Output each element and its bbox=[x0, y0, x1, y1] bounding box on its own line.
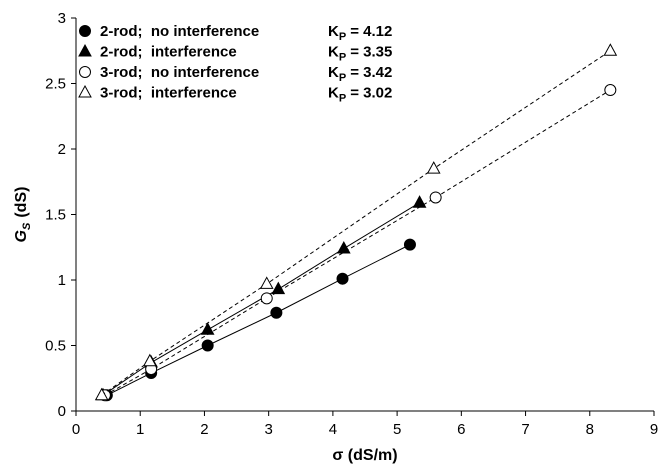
y-tick-label: 1 bbox=[58, 272, 66, 289]
fit-line bbox=[102, 202, 420, 396]
marker bbox=[604, 84, 617, 97]
marker bbox=[336, 241, 351, 254]
legend-label: 3-rod; interference bbox=[100, 85, 237, 102]
x-tick-label: 0 bbox=[72, 421, 80, 438]
x-tick-label: 5 bbox=[393, 421, 401, 438]
marker bbox=[94, 387, 109, 401]
legend-label: 2-rod; no interference bbox=[100, 23, 259, 40]
series bbox=[100, 238, 416, 402]
marker bbox=[426, 161, 441, 174]
series bbox=[98, 84, 617, 402]
kp-sub: P bbox=[339, 93, 346, 105]
kp-label: KP = 4.12 bbox=[328, 23, 392, 43]
kp-label: KP = 3.42 bbox=[328, 64, 392, 84]
marker bbox=[429, 191, 442, 204]
legend-label: 3-rod; no interference bbox=[100, 64, 259, 81]
fit-line bbox=[106, 244, 411, 396]
marker bbox=[200, 322, 215, 335]
marker bbox=[270, 306, 283, 319]
marker bbox=[201, 339, 214, 352]
legend-marker bbox=[78, 43, 92, 57]
y-tick-label: 0 bbox=[58, 403, 66, 420]
marker bbox=[259, 276, 274, 289]
x-tick-label: 9 bbox=[650, 421, 658, 438]
fit-line bbox=[101, 50, 611, 396]
marker bbox=[271, 281, 286, 295]
kp-sub: P bbox=[339, 72, 346, 84]
legend-marker bbox=[79, 66, 91, 78]
y-tick-label: 2 bbox=[58, 141, 66, 158]
kp-base: K bbox=[328, 64, 339, 81]
fit-line bbox=[104, 89, 611, 396]
series bbox=[94, 43, 618, 401]
x-tick-label: 3 bbox=[264, 421, 272, 438]
y-label-base: G bbox=[13, 230, 30, 242]
y-label-sub: S bbox=[21, 222, 33, 230]
marker bbox=[412, 195, 427, 208]
legend-marker bbox=[78, 84, 92, 98]
kp-sub: P bbox=[339, 52, 346, 64]
kp-base: K bbox=[328, 44, 339, 61]
kp-text: = 4.12 bbox=[350, 23, 392, 40]
kp-text: = 3.42 bbox=[350, 64, 392, 81]
x-tick-label: 1 bbox=[136, 421, 144, 438]
marker bbox=[260, 292, 273, 305]
kp-label: KP = 3.02 bbox=[328, 85, 392, 105]
x-tick-label: 6 bbox=[457, 421, 465, 438]
legend-marker bbox=[79, 25, 91, 37]
x-tick-label: 7 bbox=[521, 421, 529, 438]
x-axis-label: σ (dS/m) bbox=[332, 447, 397, 464]
kp-label: KP = 3.35 bbox=[328, 44, 392, 64]
kp-base: K bbox=[328, 23, 339, 40]
x-tick-label: 4 bbox=[329, 421, 337, 438]
kp-base: K bbox=[328, 85, 339, 102]
kp-sub: P bbox=[339, 31, 346, 43]
x-tick-label: 8 bbox=[586, 421, 594, 438]
marker bbox=[336, 272, 349, 285]
y-tick-label: 0.5 bbox=[45, 338, 66, 355]
kp-text: = 3.02 bbox=[350, 85, 392, 102]
y-tick-label: 3 bbox=[58, 10, 66, 27]
kp-text: = 3.35 bbox=[350, 44, 392, 61]
x-tick-label: 2 bbox=[200, 421, 208, 438]
y-label-text: (dS) bbox=[13, 187, 30, 218]
legend-label: 2-rod; interference bbox=[100, 44, 237, 61]
marker bbox=[403, 238, 416, 251]
marker bbox=[143, 353, 157, 367]
y-tick-label: 2.5 bbox=[45, 76, 66, 93]
y-axis-label: GS (dS) bbox=[13, 187, 33, 243]
marker bbox=[603, 43, 618, 56]
y-tick-label: 1.5 bbox=[45, 207, 66, 224]
